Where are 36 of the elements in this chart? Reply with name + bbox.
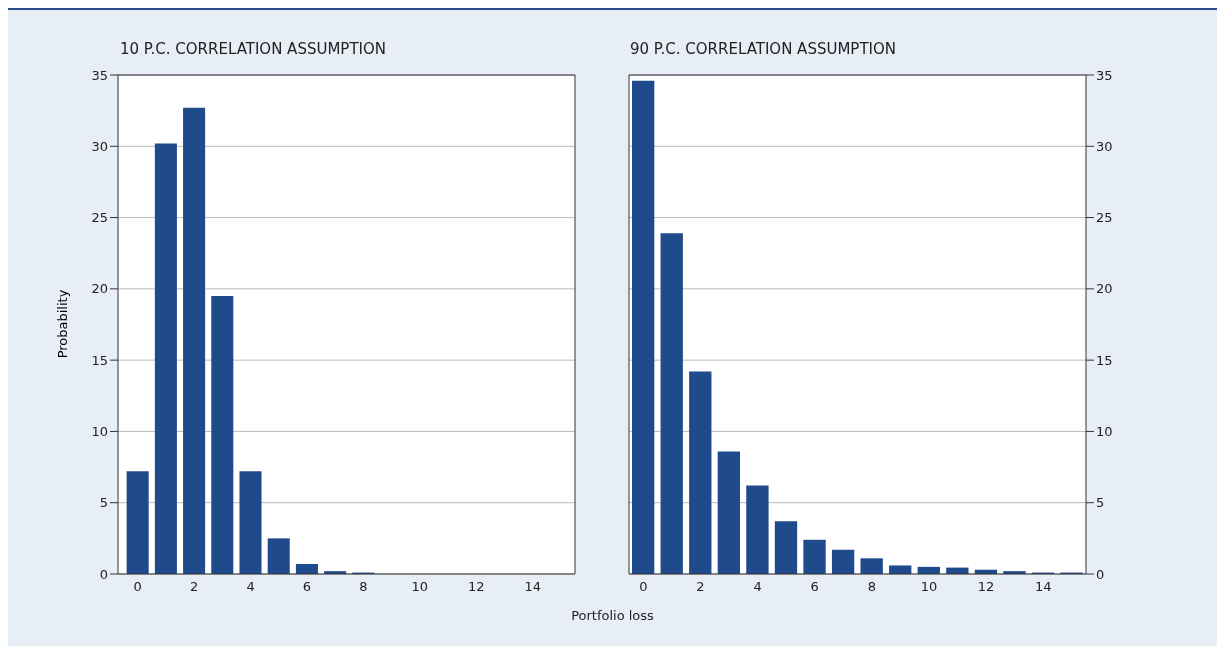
- chart-title: 10 P.C. CORRELATION ASSUMPTION: [120, 40, 387, 60]
- x-tick-label: 8: [867, 579, 876, 595]
- y-tick-label: 30: [91, 138, 108, 154]
- x-tick-label: 0: [639, 579, 648, 595]
- y-tick-label: 25: [91, 210, 108, 226]
- x-tick-label: 14: [1034, 579, 1052, 595]
- chart-title: 90 P.C. CORRELATION ASSUMPTION: [630, 40, 897, 60]
- x-tick-label: 14: [524, 579, 541, 595]
- x-tick-label: 12: [467, 579, 485, 595]
- x-tick-label: 2: [190, 579, 199, 595]
- y2-tick-label: 30: [1096, 138, 1113, 154]
- y2-tick-label: 0: [1096, 566, 1105, 582]
- x-axis-title: Portfolio loss: [570, 608, 655, 623]
- x-tick-label: 8: [359, 579, 368, 595]
- x-tick-label: 6: [810, 579, 819, 595]
- y2-tick-label: 10: [1096, 424, 1113, 440]
- y2-tick-label: 20: [1096, 281, 1113, 297]
- y2-tick-label: 15: [1096, 352, 1113, 368]
- y-tick-label: 20: [91, 281, 108, 297]
- x-tick-label: 10: [411, 579, 429, 595]
- y-tick-label: 5: [99, 495, 108, 511]
- x-tick-label: 12: [977, 579, 995, 595]
- y2-tick-label: 5: [1096, 495, 1105, 511]
- x-tick-label: 10: [920, 579, 938, 595]
- y-tick-label: 35: [91, 67, 108, 83]
- y2-tick-label: 25: [1096, 210, 1113, 226]
- x-tick-label: 4: [246, 579, 255, 595]
- x-tick-label: 6: [302, 579, 312, 595]
- y-tick-label: 10: [91, 424, 108, 440]
- x-tick-label: 0: [133, 579, 142, 595]
- y2-tick-label: 35: [1096, 67, 1113, 83]
- y-tick-label: 0: [99, 566, 108, 582]
- y-tick-label: 15: [91, 352, 108, 368]
- y-axis-title: Probability: [54, 289, 70, 359]
- x-tick-label: 2: [696, 579, 705, 595]
- x-tick-label: 4: [753, 579, 762, 595]
